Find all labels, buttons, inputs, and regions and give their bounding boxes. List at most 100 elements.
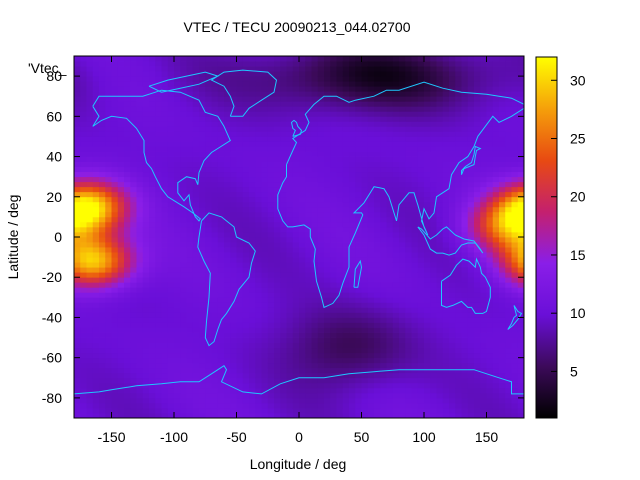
heatmap-cell [392,146,400,152]
heatmap-cell [305,322,312,328]
heatmap-cell [199,397,206,404]
heatmap-cell [180,231,187,238]
heatmap-cell [324,287,331,293]
heatmap-cell [342,382,350,389]
heatmap-cell [261,347,269,354]
heatmap-cell [149,56,156,62]
heatmap-cell [336,397,344,404]
heatmap-cell [461,237,469,243]
heatmap-cell [124,317,131,323]
heatmap-cell [161,61,169,67]
heatmap-cell [92,387,100,394]
heatmap-cell [467,91,475,97]
heatmap-cell [111,287,119,293]
heatmap-cell [155,372,162,379]
heatmap-cell [205,272,212,278]
heatmap-cell [367,76,375,82]
heatmap-cell [236,136,244,142]
heatmap-cell [142,86,150,92]
heatmap-cell [74,121,81,127]
heatmap-cell [367,287,375,293]
heatmap-cell [261,181,269,188]
heatmap-cell [480,337,487,343]
heatmap-cell [336,111,344,117]
heatmap-cell [142,317,150,323]
heatmap-cell [305,372,312,379]
heatmap-cell [224,337,231,343]
heatmap-cell [324,66,331,72]
heatmap-cell [92,397,100,404]
heatmap-cell [174,76,181,82]
heatmap-cell [399,106,406,112]
heatmap-cell [392,392,400,399]
heatmap-cell [305,382,312,389]
heatmap-cell [324,226,331,233]
heatmap-cell [167,302,175,308]
heatmap-cell [211,402,219,409]
heatmap-cell [492,61,500,67]
heatmap-cell [436,211,444,218]
heatmap-cell [274,292,281,298]
heatmap-cell [155,91,162,97]
heatmap-cell [74,342,81,349]
heatmap-cell [80,171,87,178]
heatmap-cell [142,211,150,218]
heatmap-cell [211,347,219,354]
heatmap-cell [292,191,300,198]
heatmap-cell [480,242,487,248]
heatmap-cell [74,76,81,82]
heatmap-cell [280,337,287,343]
heatmap-cell [330,357,337,364]
heatmap-cell [330,367,337,374]
heatmap-cell [292,407,300,414]
heatmap-cell [342,186,350,193]
heatmap-cell [374,141,381,147]
heatmap-cell [280,91,287,97]
heatmap-cell [442,282,450,288]
heatmap-cell [299,166,306,173]
heatmap-cell [149,242,156,248]
heatmap-cell [142,166,150,173]
heatmap-cell [461,252,469,258]
heatmap-cell [74,307,81,313]
heatmap-cell [205,332,212,338]
heatmap-cell [399,382,406,389]
heatmap-cell [161,262,169,268]
heatmap-cell [161,302,169,308]
heatmap-cell [167,56,175,62]
heatmap-cell [236,242,244,248]
heatmap-cell [492,186,500,193]
heatmap-cell [392,272,400,278]
heatmap-cell [336,176,344,183]
heatmap-cell [474,292,481,298]
heatmap-cell [330,302,337,308]
heatmap-cell [199,237,206,243]
heatmap-cell [480,116,487,122]
heatmap-cell [117,81,125,87]
heatmap-cell [155,76,162,82]
heatmap-cell [186,91,194,97]
heatmap-cell [399,357,406,364]
heatmap-cell [474,302,481,308]
heatmap-cell [492,352,500,359]
heatmap-cell [311,106,319,112]
heatmap-cell [311,91,319,97]
heatmap-cell [430,262,437,268]
heatmap-cell [86,312,94,318]
heatmap-cell [461,332,469,338]
heatmap-cell [249,367,256,374]
heatmap-cell [486,362,494,369]
heatmap-cell [311,136,319,142]
heatmap-cell [436,247,444,253]
heatmap-cell [486,317,494,323]
heatmap-cell [342,131,350,137]
heatmap-cell [186,76,194,82]
heatmap-cell [436,317,444,323]
heatmap-cell [267,181,275,188]
heatmap-cell [411,397,419,404]
heatmap-cell [99,397,106,404]
heatmap-cell [492,252,500,258]
heatmap-cell [261,367,269,374]
heatmap-cell [361,71,369,77]
heatmap-cell [149,412,156,418]
